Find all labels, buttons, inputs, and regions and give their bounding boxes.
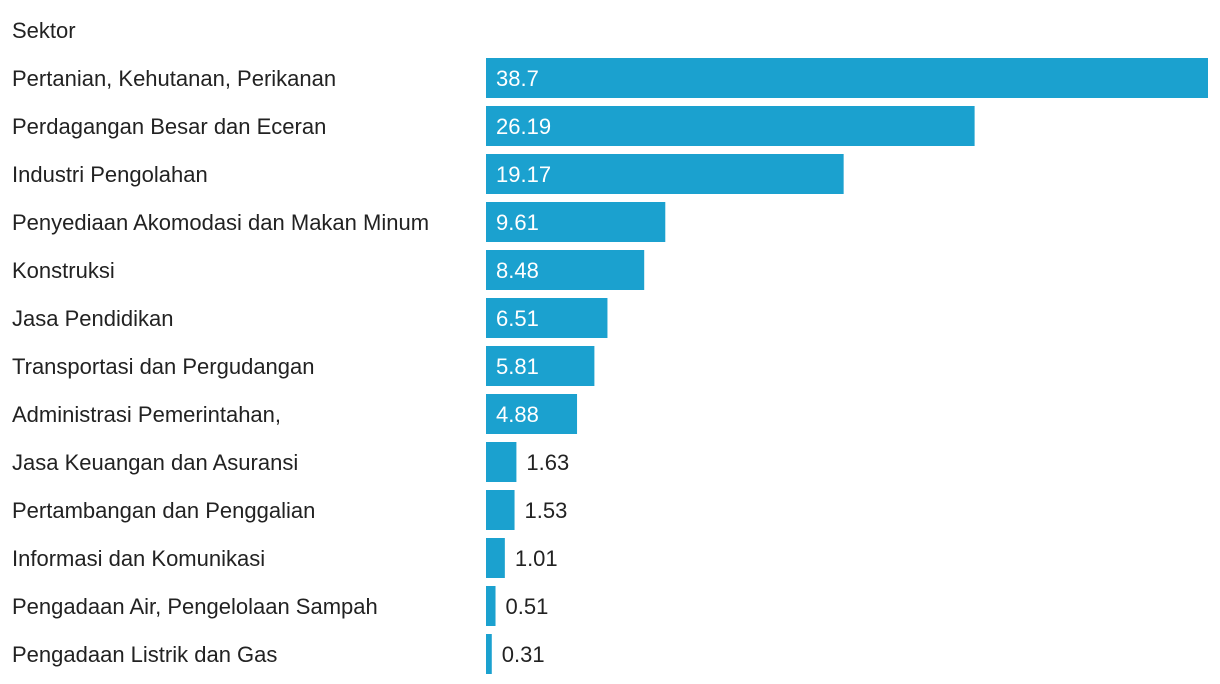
value-label: 4.88 [496,402,539,427]
bar [486,394,578,434]
bar-row: Pengadaan Air, Pengelolaan Sampah 0.51 [12,586,548,626]
category-label: Jasa Keuangan dan Asuransi [12,450,298,475]
bar-row: Perdagangan Besar dan Eceran 26.19 [12,106,975,146]
value-label: 1.53 [525,498,568,523]
bar [486,106,975,146]
bar [486,154,844,194]
category-label: Industri Pengolahan [12,162,208,187]
category-label: Pengadaan Listrik dan Gas [12,642,277,667]
value-label: 8.48 [496,258,539,283]
bar-row: Administrasi Pemerintahan, 4.88 [12,394,578,434]
bar [486,202,666,242]
bar [486,634,492,674]
bar [486,490,515,530]
category-label: Informasi dan Komunikasi [12,546,265,571]
value-label: 5.81 [496,354,539,379]
bar [486,58,1208,98]
value-label: 1.01 [515,546,558,571]
category-label: Konstruksi [12,258,115,283]
value-label: 38.7 [496,66,539,91]
bar [486,346,595,386]
value-label: 19.17 [496,162,551,187]
bar-row: Konstruksi 8.48 [12,250,645,290]
category-label: Administrasi Pemerintahan, [12,402,281,427]
value-label: 1.63 [526,450,569,475]
category-label: Penyediaan Akomodasi dan Makan Minum [12,210,429,235]
bar-row: Pengadaan Listrik dan Gas 0.31 [12,634,545,674]
bar-row: Transportasi dan Pergudangan 5.81 [12,346,595,386]
value-label: 9.61 [496,210,539,235]
bar [486,586,496,626]
bar [486,250,645,290]
value-label: 26.19 [496,114,551,139]
category-label: Pertambangan dan Penggalian [12,498,315,523]
bar-row: Pertambangan dan Penggalian 1.53 [12,490,567,530]
bar [486,442,517,482]
bar-row: Jasa Keuangan dan Asuransi 1.63 [12,442,569,482]
category-label: Pertanian, Kehutanan, Perikanan [12,66,336,91]
column-header: Sektor [12,18,76,43]
category-label: Pengadaan Air, Pengelolaan Sampah [12,594,378,619]
bar-row: Penyediaan Akomodasi dan Makan Minum 9.61 [12,202,666,242]
category-label: Jasa Pendidikan [12,306,173,331]
value-label: 6.51 [496,306,539,331]
bar-row: Industri Pengolahan 19.17 [12,154,844,194]
bar [486,298,608,338]
bar-row: Pertanian, Kehutanan, Perikanan 38.7 [12,58,1208,98]
bar-row: Jasa Pendidikan 6.51 [12,298,608,338]
bar [486,538,505,578]
category-label: Transportasi dan Pergudangan [12,354,315,379]
bar-rows: Pertanian, Kehutanan, Perikanan 38.7 Perda… [12,58,1208,674]
category-label: Perdagangan Besar dan Eceran [12,114,326,139]
value-label: 0.51 [506,594,549,619]
value-label: 0.31 [502,642,545,667]
bar-row: Informasi dan Komunikasi 1.01 [12,538,558,578]
